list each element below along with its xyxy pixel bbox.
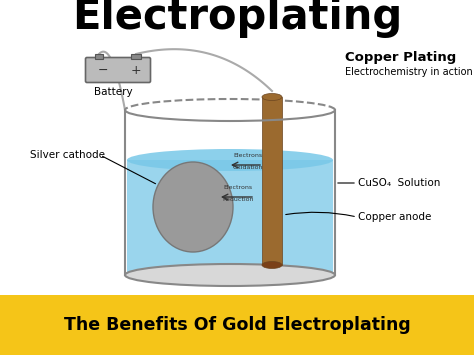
Text: −: − xyxy=(98,64,108,76)
Ellipse shape xyxy=(127,264,333,286)
Text: Copper Plating: Copper Plating xyxy=(345,50,456,64)
Text: Electrochemistry in action: Electrochemistry in action xyxy=(345,67,473,77)
Text: Copper anode: Copper anode xyxy=(358,212,431,222)
Text: Electrons: Electrons xyxy=(233,153,263,158)
Ellipse shape xyxy=(153,162,233,252)
Text: CuSO₄  Solution: CuSO₄ Solution xyxy=(358,178,440,188)
Text: Electrons: Electrons xyxy=(223,185,253,190)
Text: Oxidation: Oxidation xyxy=(233,165,263,170)
Text: Battery: Battery xyxy=(94,87,132,97)
Text: Electroplating: Electroplating xyxy=(72,0,402,38)
Text: The Benefits Of Gold Electroplating: The Benefits Of Gold Electroplating xyxy=(64,316,410,334)
FancyBboxPatch shape xyxy=(85,58,151,82)
Ellipse shape xyxy=(125,264,335,286)
Ellipse shape xyxy=(262,262,282,268)
Ellipse shape xyxy=(127,149,333,171)
Bar xyxy=(262,97,282,265)
Bar xyxy=(131,54,141,59)
Text: Reduction: Reduction xyxy=(222,197,254,202)
Text: Silver cathode: Silver cathode xyxy=(30,150,105,160)
Bar xyxy=(127,160,333,275)
Text: +: + xyxy=(131,64,141,76)
Ellipse shape xyxy=(262,93,282,100)
Bar xyxy=(0,295,474,355)
Bar xyxy=(95,54,103,59)
